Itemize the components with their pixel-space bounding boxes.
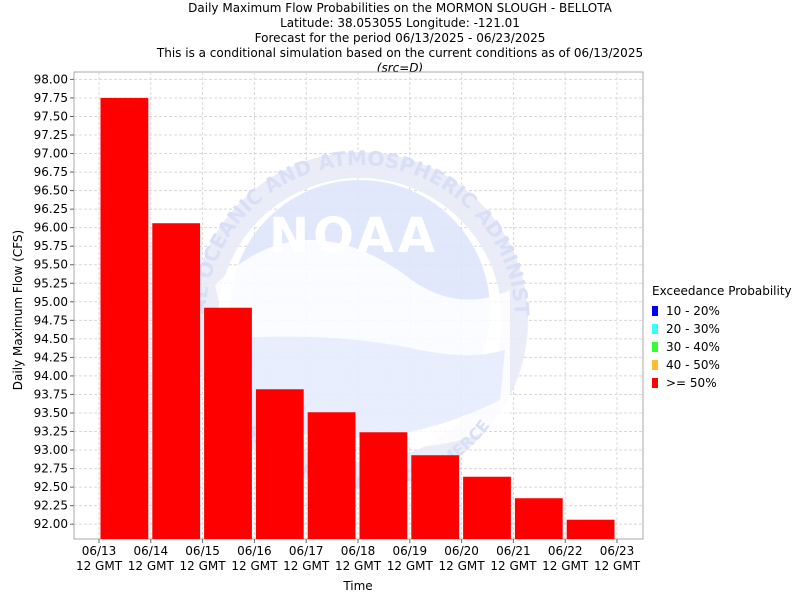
y-tick-label: 94.75: [34, 313, 68, 327]
x-axis-label: Time: [342, 579, 372, 593]
y-axis: 92.00 92.25 92.50 92.75 93.00 93.25 93.50 93.75…: [34, 72, 74, 531]
legend-label: >= 50%: [666, 376, 717, 390]
legend: Exceedance Probability 10 - 20% 20 - 30% 3…: [652, 284, 792, 392]
legend-title: Exceedance Probability: [652, 284, 792, 298]
bar: [463, 476, 511, 539]
y-tick-label: 97.00: [34, 147, 68, 161]
y-tick-label: 95.50: [34, 258, 68, 272]
legend-item: 20 - 30%: [652, 320, 792, 338]
x-tick-time: 12 GMT: [542, 559, 589, 573]
x-tick-date: 06/20: [444, 544, 479, 558]
x-tick-date: 06/15: [185, 544, 220, 558]
x-tick-date: 06/21: [496, 544, 531, 558]
y-tick-label: 96.25: [34, 202, 68, 216]
bar: [100, 97, 149, 539]
x-tick-time: 12 GMT: [128, 559, 175, 573]
legend-label: 40 - 50%: [666, 358, 720, 372]
legend-swatch: [652, 324, 658, 334]
y-tick-label: 93.50: [34, 406, 68, 420]
chart-header: Daily Maximum Flow Probabilities on the …: [0, 0, 800, 76]
grid-lines: [74, 72, 643, 539]
x-tick-date: 06/17: [289, 544, 324, 558]
x-tick-date: 06/22: [548, 544, 583, 558]
y-axis-label: Daily Maximum Flow (CFS): [11, 230, 25, 390]
bar: [307, 412, 356, 539]
x-tick-time: 12 GMT: [283, 559, 330, 573]
y-tick-label: 95.00: [34, 295, 68, 309]
y-tick-label: 92.75: [34, 462, 68, 476]
chart-period: Forecast for the period 06/13/2025 - 06/…: [254, 31, 546, 45]
y-tick-label: 94.25: [34, 350, 68, 364]
legend-item: 10 - 20%: [652, 302, 792, 320]
y-tick-label: 94.00: [34, 369, 68, 383]
y-tick-label: 97.50: [34, 109, 68, 123]
chart-note: This is a conditional simulation based o…: [156, 46, 644, 60]
chart-title: Daily Maximum Flow Probabilities on the …: [188, 1, 612, 15]
y-tick-label: 92.00: [34, 517, 68, 531]
y-tick-label: 97.75: [34, 91, 68, 105]
y-tick-label: 93.75: [34, 387, 68, 401]
noaa-logo-wordmark: NOAA: [269, 208, 439, 264]
legend-item: 30 - 40%: [652, 338, 792, 356]
legend-swatch: [652, 342, 658, 352]
legend-label: 30 - 40%: [666, 340, 720, 354]
x-tick-date: 06/19: [393, 544, 428, 558]
y-tick-label: 96.75: [34, 165, 68, 179]
x-tick-date: 06/16: [237, 544, 272, 558]
y-tick-label: 94.50: [34, 332, 68, 346]
y-tick-label: 98.00: [34, 72, 68, 86]
legend-swatch: [652, 306, 658, 316]
x-tick-time: 12 GMT: [76, 559, 123, 573]
x-tick-time: 12 GMT: [439, 559, 486, 573]
legend-item: 40 - 50%: [652, 356, 792, 374]
bar: [255, 389, 304, 539]
y-tick-label: 93.00: [34, 443, 68, 457]
legend-swatch: [652, 360, 658, 370]
legend-label: 20 - 30%: [666, 322, 720, 336]
x-tick-date: 06/18: [341, 544, 376, 558]
bar: [514, 498, 563, 539]
legend-swatch: [652, 378, 658, 388]
y-tick-label: 95.75: [34, 239, 68, 253]
y-tick-label: 92.50: [34, 480, 68, 494]
y-tick-label: 92.25: [34, 499, 68, 513]
bar: [566, 519, 615, 539]
y-tick-label: 96.00: [34, 221, 68, 235]
x-tick-time: 12 GMT: [594, 559, 641, 573]
legend-item: >= 50%: [652, 374, 792, 392]
x-tick-time: 12 GMT: [180, 559, 227, 573]
legend-items: 10 - 20% 20 - 30% 30 - 40% 40 - 50% >= 50%: [652, 302, 792, 392]
bar-series: [100, 97, 615, 539]
bar: [152, 223, 201, 539]
legend-label: 10 - 20%: [666, 304, 720, 318]
y-tick-label: 95.25: [34, 276, 68, 290]
y-tick-label: 93.25: [34, 425, 68, 439]
x-tick-date: 06/23: [600, 544, 635, 558]
chart-location: Latitude: 38.053055 Longitude: -121.01: [280, 16, 520, 30]
x-tick-date: 06/14: [134, 544, 169, 558]
bar: [359, 432, 408, 539]
bar: [204, 307, 252, 539]
x-tick-time: 12 GMT: [490, 559, 537, 573]
x-tick-time: 12 GMT: [231, 559, 278, 573]
y-tick-label: 97.25: [34, 128, 68, 142]
bar: [411, 455, 460, 539]
x-tick-time: 12 GMT: [387, 559, 434, 573]
x-tick-time: 12 GMT: [335, 559, 382, 573]
y-tick-label: 96.50: [34, 184, 68, 198]
x-tick-date: 06/13: [82, 544, 117, 558]
